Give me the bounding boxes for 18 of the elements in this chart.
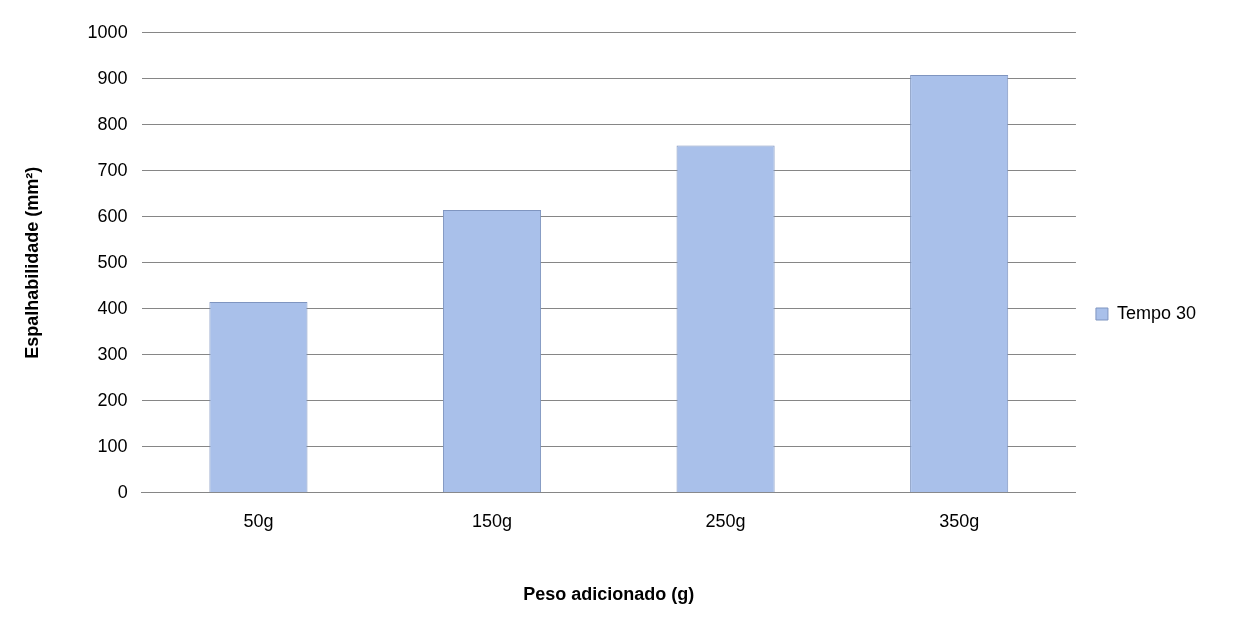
legend-label: Tempo 30 [1116, 302, 1197, 323]
y-tick-label: 800 [97, 113, 128, 134]
x-tick-label: 350g [939, 510, 980, 531]
y-tick-label: 300 [97, 343, 128, 364]
x-tick-label: 50g [243, 510, 274, 531]
y-tick-label: 400 [97, 297, 128, 318]
y-tick-label: 100 [97, 435, 128, 456]
y-tick-label: 1000 [87, 21, 128, 42]
y-tick-label: 700 [97, 159, 128, 180]
y-tick-label: 600 [97, 205, 128, 226]
x-tick-label: 250g [705, 510, 746, 531]
y-tick-label: 500 [97, 251, 128, 272]
y-axis-title: Espalhabilidade (mm²) [21, 166, 42, 359]
y-tick-label: 900 [97, 67, 128, 88]
y-tick-label: 200 [97, 389, 128, 410]
x-tick-label: 150g [471, 510, 513, 531]
x-axis-title: Peso adicionado (g) [523, 584, 695, 605]
y-tick-label: 0 [117, 481, 128, 502]
